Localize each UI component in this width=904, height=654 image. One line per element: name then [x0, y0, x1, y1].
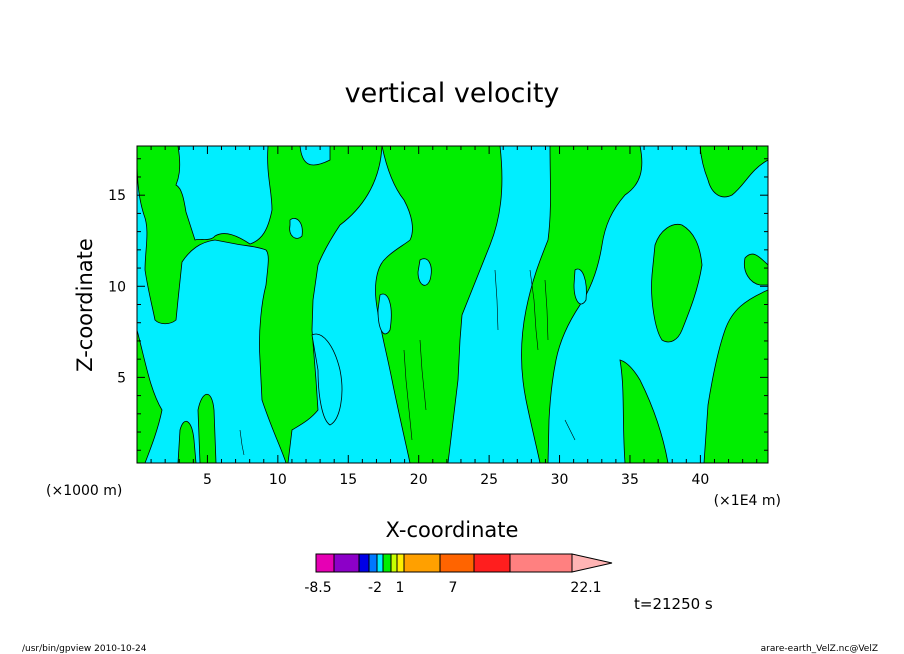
x-tick-label: 30: [551, 472, 569, 488]
contour-line-1: [403, 349, 413, 441]
colorbar-segment: [333, 553, 360, 573]
updraft-region-small-plume-1: [197, 393, 217, 463]
x-unit-right: (×1E4 m): [714, 493, 781, 509]
updraft-region-right-edge: [743, 253, 768, 286]
x-tick-label: 40: [691, 472, 709, 488]
contour-line-4: [544, 279, 549, 341]
x-tick-label: 20: [410, 472, 428, 488]
contour-line-2: [419, 339, 427, 411]
updraft-region-small-plume-2: [177, 420, 197, 463]
updraft-region-top-right: [699, 146, 768, 198]
updraft-region-lower-mid: [619, 359, 669, 463]
updraft-region-center: [375, 146, 503, 463]
footer-left: /usr/bin/gpview 2010-10-24: [22, 644, 147, 654]
colorbar-tick-label: -8.5: [304, 580, 331, 596]
colorbar-segment: [358, 553, 370, 573]
colorbar-tick-label: 7: [449, 580, 458, 596]
x-tick-label: 25: [480, 472, 498, 488]
updraft-region-left-column: [137, 146, 383, 463]
downdraft-pocket-4: [311, 333, 343, 426]
colorbar-tick-label: 22.1: [570, 580, 601, 596]
x-unit-left: (×1000 m): [46, 483, 122, 499]
colorbar: -8.5 -2 1 7 22.1: [304, 553, 613, 596]
x-tick-label: 35: [621, 472, 639, 488]
contour-line-3: [529, 269, 539, 351]
colorbar-segment: [439, 553, 475, 573]
contour-line-7: [564, 419, 576, 441]
contour-line-6: [239, 429, 245, 456]
colorbar-tick-label: 1: [396, 580, 405, 596]
plot-area: [136, 145, 769, 464]
x-tick-label: 5: [203, 472, 212, 488]
x-tick-label: 15: [339, 472, 357, 488]
chart-title: vertical velocity: [345, 78, 560, 109]
x-axis: 5 10 15 20 25 30 35 40: [136, 146, 758, 488]
y-axis-label: Z-coordinate: [73, 238, 97, 372]
footer-right: arare-earth_VelZ.nc@VelZ: [761, 644, 878, 654]
y-tick-label: 5: [117, 370, 126, 386]
colorbar-segment: [368, 553, 378, 573]
downdraft-pocket-3: [289, 218, 303, 239]
updraft-region-diagonal: [521, 146, 643, 463]
colorbar-segment: [396, 553, 405, 573]
colorbar-segment: [473, 553, 511, 573]
updraft-region-right-lower: [703, 289, 768, 463]
downdraft-pocket-1: [417, 258, 432, 286]
y-tick-label: 15: [108, 188, 126, 204]
colorbar-segment: [390, 553, 398, 573]
y-tick-label: 10: [108, 279, 126, 295]
x-tick-label: 10: [269, 472, 287, 488]
colorbar-segment: [509, 553, 573, 573]
updraft-region-lower-left: [137, 329, 163, 463]
updraft-region-right-upper: [651, 223, 703, 343]
colorbar-segment: [315, 553, 335, 573]
colorbar-segment: [382, 553, 392, 573]
x-axis-label: X-coordinate: [386, 518, 519, 542]
colorbar-tick-label: -2: [368, 580, 382, 596]
downdraft-pocket-5: [573, 268, 587, 305]
colorbar-segment: [403, 553, 441, 573]
time-annotation: t=21250 s: [634, 595, 713, 613]
y-axis: 5 10 15: [108, 158, 768, 451]
colorbar-segment: [376, 553, 384, 573]
contour-line-5: [494, 269, 499, 331]
downdraft-pocket-2: [377, 293, 392, 335]
colorbar-extend-arrow: [571, 553, 613, 573]
